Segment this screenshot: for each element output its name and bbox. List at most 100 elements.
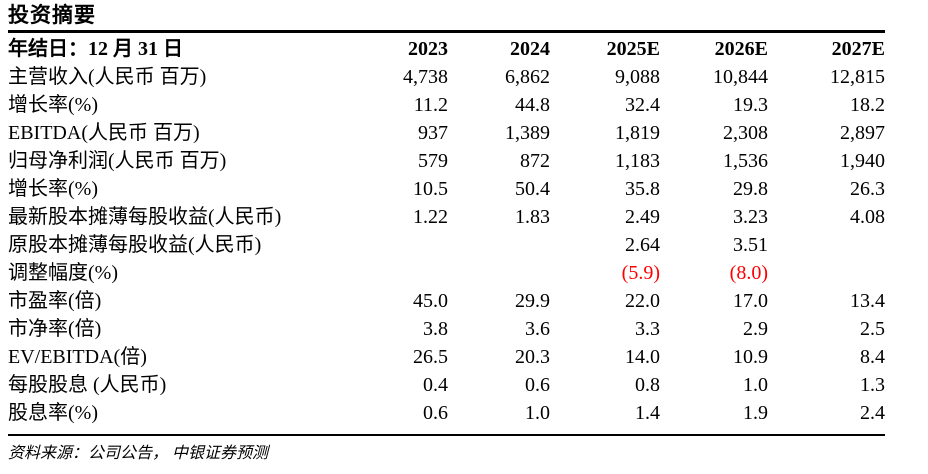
table-row: EV/EBITDA(倍) 26.5 20.3 14.0 10.9 8.4 xyxy=(8,343,885,371)
year-column-header: 2026E xyxy=(714,38,768,60)
row-label: 归母净利润(人民币 百万) xyxy=(8,150,227,172)
row-label: 每股股息 (人民币) xyxy=(8,374,167,396)
row-label: 增长率(%) xyxy=(8,178,98,200)
header-fiscal-year-label: 年结日：12 月 31 日 xyxy=(8,38,183,60)
cell-value: 10.9 xyxy=(733,346,768,368)
cell-value: 4,738 xyxy=(403,66,448,88)
year-column-header: 2025E xyxy=(606,38,660,60)
cell-value xyxy=(768,231,885,259)
row-label: 市净率(倍) xyxy=(8,318,102,340)
year-column-header: 2027E xyxy=(831,38,885,60)
cell-value: 35.8 xyxy=(625,178,660,200)
cell-value: 1.3 xyxy=(860,374,885,396)
table-row: 增长率(%) 11.2 44.8 32.4 19.3 18.2 xyxy=(8,91,885,119)
cell-value: 22.0 xyxy=(625,290,660,312)
cell-value: 32.4 xyxy=(625,94,660,116)
cell-value xyxy=(348,231,448,259)
year-column-header: 2023 xyxy=(408,38,448,60)
cell-value xyxy=(448,259,550,287)
cell-value: 937 xyxy=(418,122,448,144)
cell-value: 44.8 xyxy=(515,94,550,116)
cell-value: 29.8 xyxy=(733,178,768,200)
cell-value: 2,308 xyxy=(723,122,768,144)
cell-value: 1.0 xyxy=(743,374,768,396)
cell-value: 9,088 xyxy=(615,66,660,88)
row-label: 市盈率(倍) xyxy=(8,290,102,312)
cell-value: 17.0 xyxy=(733,290,768,312)
cell-value: 11.2 xyxy=(413,94,448,116)
cell-value: 19.3 xyxy=(733,94,768,116)
cell-value: 3.23 xyxy=(733,206,768,228)
cell-value: 2,897 xyxy=(840,122,885,144)
cell-value: (5.9) xyxy=(621,262,660,284)
cell-value: 1,389 xyxy=(505,122,550,144)
table-row: 市净率(倍) 3.8 3.6 3.3 2.9 2.5 xyxy=(8,315,885,343)
cell-value: 2.9 xyxy=(743,318,768,340)
cell-value: 872 xyxy=(520,150,550,172)
cell-value: 1,536 xyxy=(723,150,768,172)
cell-value: 20.3 xyxy=(515,346,550,368)
row-label: 增长率(%) xyxy=(8,94,98,116)
cell-value xyxy=(768,259,885,287)
table-row: 主营收入(人民币 百万) 4,738 6,862 9,088 10,844 12,815 xyxy=(8,63,885,91)
cell-value: 14.0 xyxy=(625,346,660,368)
cell-value: 10.5 xyxy=(413,178,448,200)
table-row: 归母净利润(人民币 百万) 579 872 1,183 1,536 1,940 xyxy=(8,147,885,175)
source-note: 资料来源：公司公告， 中银证券预测 xyxy=(8,434,885,465)
cell-value: 13.4 xyxy=(850,290,885,312)
cell-value: 1,183 xyxy=(615,150,660,172)
cell-value: 4.08 xyxy=(850,206,885,228)
row-label: 主营收入(人民币 百万) xyxy=(8,66,207,88)
cell-value: 26.5 xyxy=(413,346,448,368)
cell-value: 2.5 xyxy=(860,318,885,340)
table-body: 主营收入(人民币 百万) 4,738 6,862 9,088 10,844 12,815 增… xyxy=(8,63,885,427)
cell-value: 2.4 xyxy=(860,402,885,424)
cell-value: 29.9 xyxy=(515,290,550,312)
cell-value: 1,819 xyxy=(615,122,660,144)
cell-value: 0.6 xyxy=(525,374,550,396)
cell-value: 0.4 xyxy=(423,374,448,396)
table-row: 调整幅度(%) (5.9) (8.0) xyxy=(8,259,885,287)
cell-value: 1.4 xyxy=(635,402,660,424)
row-label: 原股本摊薄每股收益(人民币) xyxy=(8,234,262,256)
cell-value: 1.9 xyxy=(743,402,768,424)
table-row: 每股股息 (人民币) 0.4 0.6 0.8 1.0 1.3 xyxy=(8,371,885,399)
table-row: 原股本摊薄每股收益(人民币) 2.64 3.51 xyxy=(8,231,885,259)
table-header-row: 年结日：12 月 31 日 2023 2024 2025E 2026E 2027E xyxy=(8,35,885,63)
cell-value: 2.64 xyxy=(625,234,660,256)
cell-value: 1.0 xyxy=(525,402,550,424)
cell-value: 26.3 xyxy=(850,178,885,200)
table-row: 最新股本摊薄每股收益(人民币) 1.22 1.83 2.49 3.23 4.08 xyxy=(8,203,885,231)
cell-value: 3.51 xyxy=(733,234,768,256)
table-row: 增长率(%) 10.5 50.4 35.8 29.8 26.3 xyxy=(8,175,885,203)
cell-value: 8.4 xyxy=(860,346,885,368)
cell-value: 6,862 xyxy=(505,66,550,88)
cell-value: 1.22 xyxy=(413,206,448,228)
cell-value: (8.0) xyxy=(729,262,768,284)
year-column-header: 2024 xyxy=(510,38,550,60)
cell-value: 10,844 xyxy=(713,66,768,88)
cell-value xyxy=(348,259,448,287)
cell-value: 18.2 xyxy=(850,94,885,116)
row-label: 股息率(%) xyxy=(8,402,98,424)
row-label: 调整幅度(%) xyxy=(8,262,118,284)
table-row: 市盈率(倍) 45.0 29.9 22.0 17.0 13.4 xyxy=(8,287,885,315)
row-label: EV/EBITDA(倍) xyxy=(8,346,147,368)
row-label: EBITDA(人民币 百万) xyxy=(8,122,200,144)
cell-value: 1.83 xyxy=(515,206,550,228)
cell-value: 0.6 xyxy=(423,402,448,424)
cell-value: 3.8 xyxy=(423,318,448,340)
cell-value: 50.4 xyxy=(515,178,550,200)
financial-summary-table: 年结日：12 月 31 日 2023 2024 2025E 2026E 2027E 主营… xyxy=(8,35,885,427)
cell-value: 3.6 xyxy=(525,318,550,340)
table-row: EBITDA(人民币 百万) 937 1,389 1,819 2,308 2,897 xyxy=(8,119,885,147)
table-row: 股息率(%) 0.6 1.0 1.4 1.9 2.4 xyxy=(8,399,885,427)
cell-value: 3.3 xyxy=(635,318,660,340)
cell-value: 12,815 xyxy=(830,66,885,88)
cell-value: 0.8 xyxy=(635,374,660,396)
section-title: 投资摘要 xyxy=(8,2,885,33)
cell-value xyxy=(448,231,550,259)
cell-value: 2.49 xyxy=(625,206,660,228)
row-label: 最新股本摊薄每股收益(人民币) xyxy=(8,206,282,228)
